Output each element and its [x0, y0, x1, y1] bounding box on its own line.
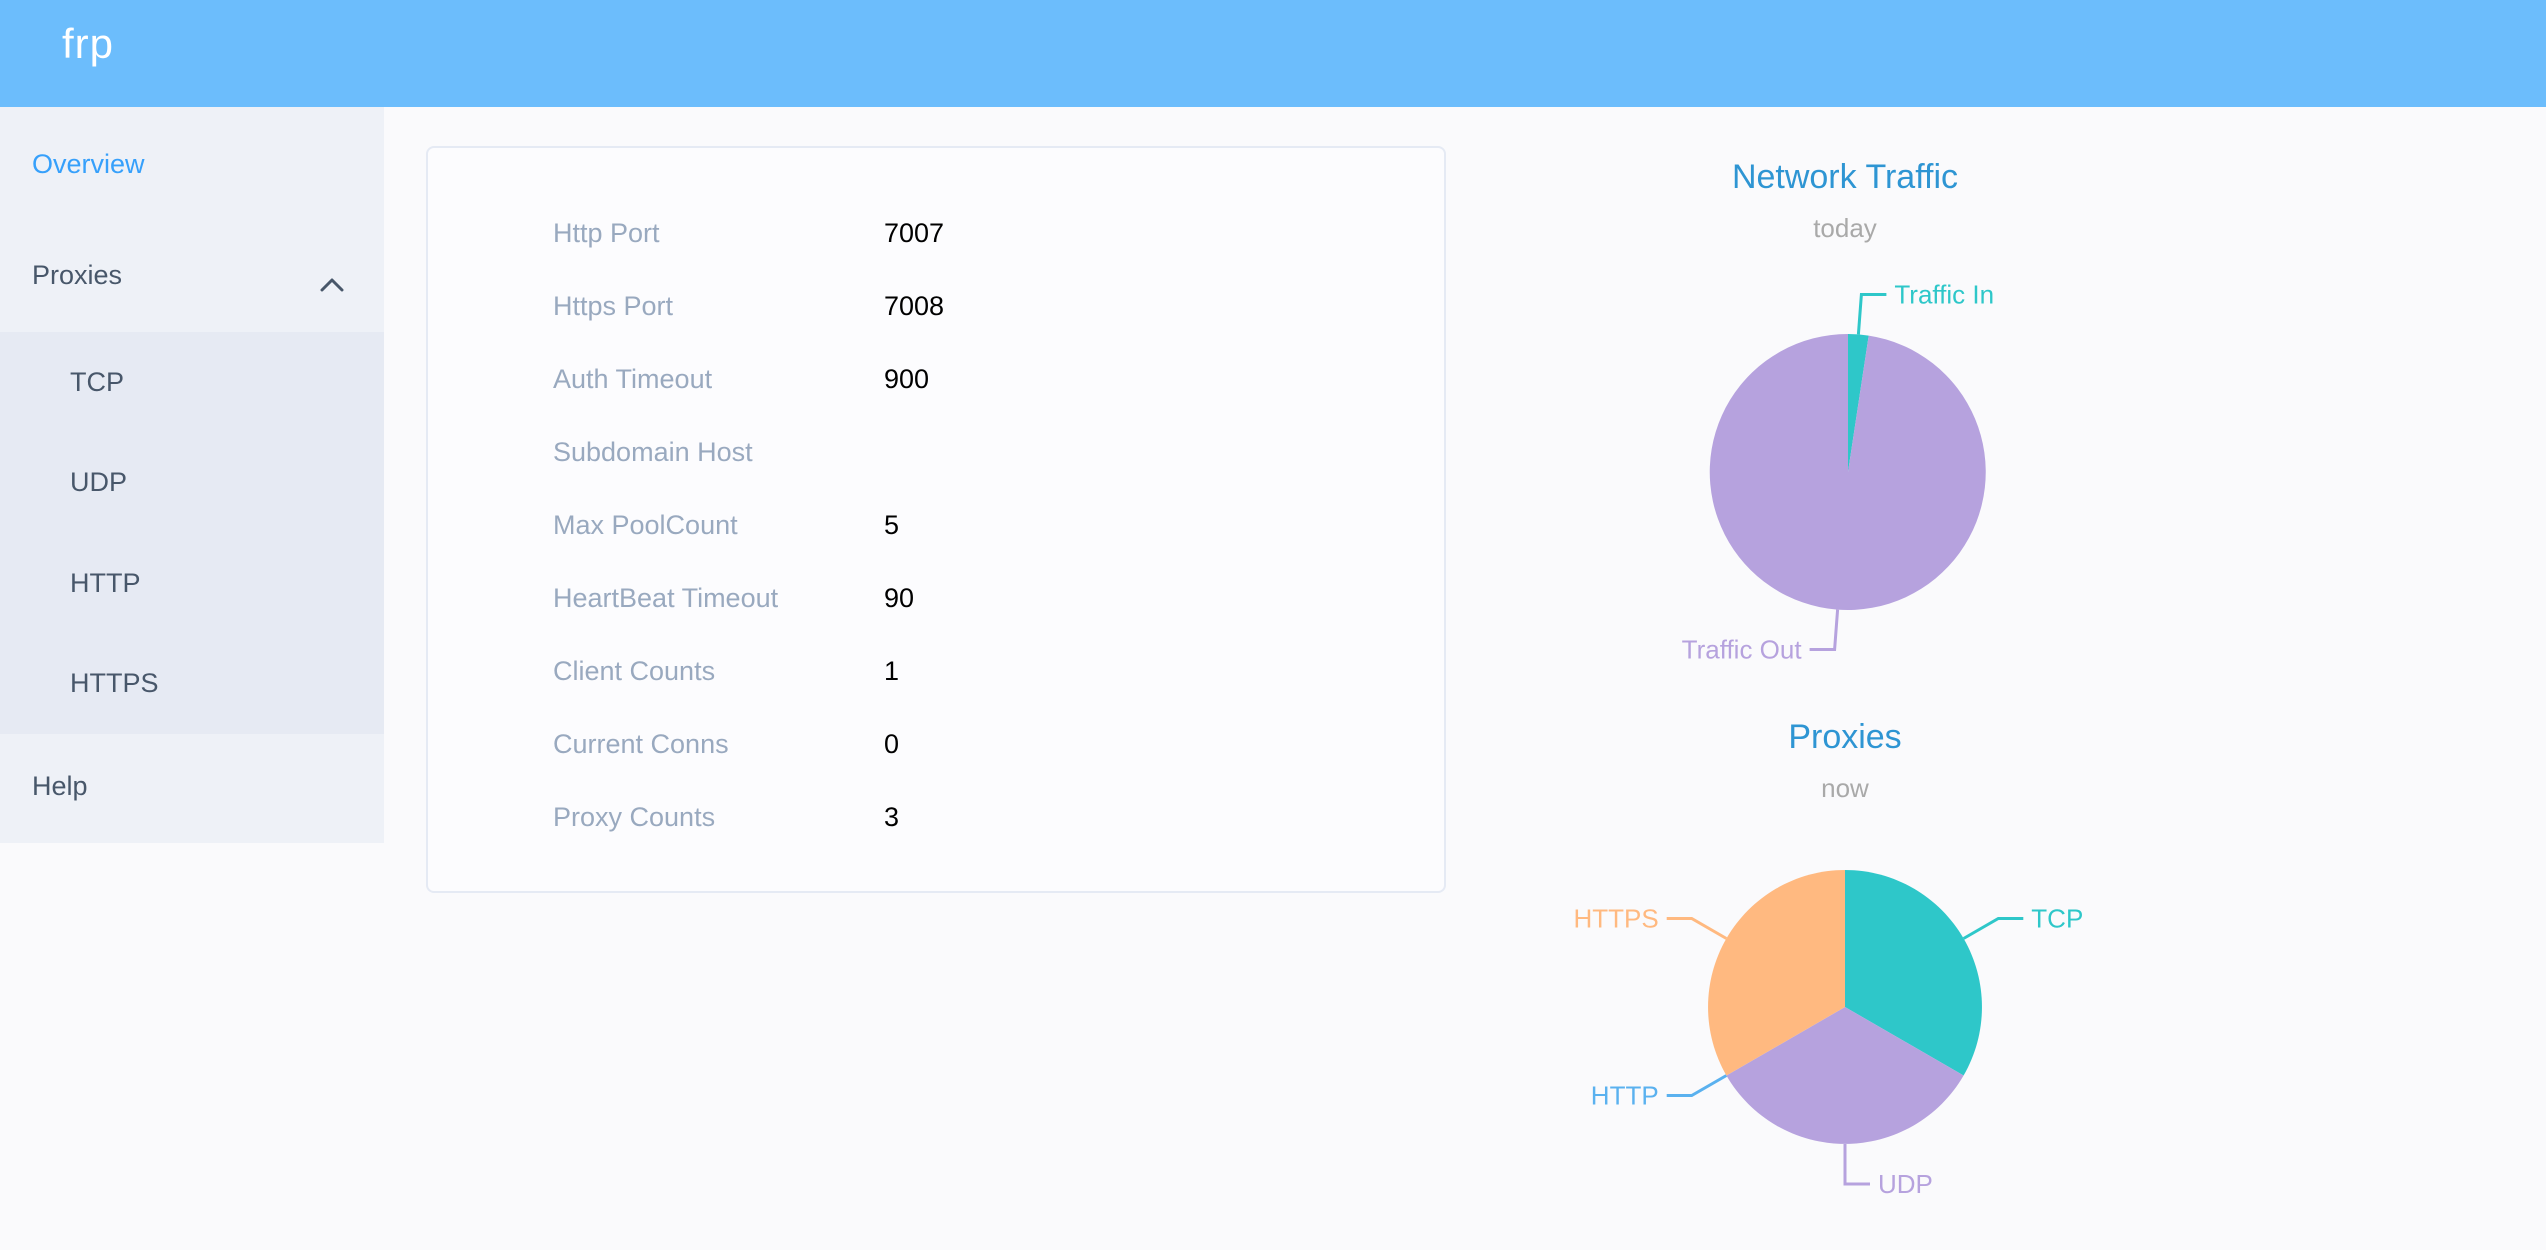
info-row-current-conns: Current Conns 0 — [428, 708, 1444, 781]
pie-label-line-udp — [1843, 1144, 1870, 1186]
info-row-subdomain-host: Subdomain Host — [428, 416, 1444, 489]
sidebar-item-https[interactable]: HTTPS — [70, 668, 159, 699]
info-row-value: 0 — [884, 729, 900, 759]
info-row-label: Subdomain Host — [553, 437, 753, 467]
info-row-label: Auth Timeout — [553, 364, 713, 394]
chart-subtitle: now — [1821, 773, 1869, 803]
sidebar: Overview Proxies TCP UDP HTTP HTTPS Help — [0, 107, 384, 843]
pie-slice-tcp[interactable] — [1845, 870, 1982, 1076]
pie-label-line-http — [1666, 1074, 1728, 1097]
info-row-value: 7007 — [884, 218, 945, 248]
pie-slice-https[interactable] — [1708, 870, 1845, 1076]
sidebar-item-udp[interactable]: UDP — [70, 467, 128, 498]
app-header: frp — [0, 0, 2546, 107]
chart-title: Network Traffic — [1731, 158, 1959, 196]
network-traffic-chart: Network Traffic today Traffic In Traffic Ou… — [1520, 130, 2170, 690]
proxies-pie: TCP UDP HTTP HTTPS — [1573, 870, 2083, 1199]
network-traffic-pie: Traffic In Traffic Out — [1682, 280, 1994, 665]
pie-slice-udp[interactable] — [1726, 1007, 1964, 1144]
info-row-https-port: Https Port 7008 — [428, 270, 1444, 343]
pie-slice-traffic-in[interactable] — [1848, 334, 1869, 472]
info-row-client-counts: Client Counts 1 — [428, 635, 1444, 708]
pie-label-traffic-out: Traffic Out — [1682, 635, 1803, 665]
info-row-value: 1 — [884, 656, 900, 686]
pie-label-udp: UDP — [1878, 1169, 1933, 1199]
info-row-label: HeartBeat Timeout — [553, 583, 779, 613]
sidebar-item-label: Help — [32, 771, 88, 801]
server-info-rows: Http Port 7007 Https Port 7008 Auth Timeout 9… — [428, 197, 1444, 854]
info-row-value: 3 — [884, 802, 900, 832]
info-row-value: 900 — [884, 364, 930, 394]
info-row-auth-timeout: Auth Timeout 900 — [428, 343, 1444, 416]
chevron-up-icon — [320, 268, 344, 291]
pie-label-http: HTTP — [1591, 1081, 1659, 1111]
sidebar-item-label: Proxies — [32, 260, 123, 290]
app-logo: frp — [62, 20, 115, 67]
pie-label-line-traffic-in — [1856, 293, 1887, 335]
info-row-label: Proxy Counts — [553, 802, 716, 832]
sidebar-item-http[interactable]: HTTP — [70, 567, 141, 598]
pie-label-https: HTTPS — [1573, 904, 1658, 934]
info-row-label: Max PoolCount — [553, 510, 738, 540]
chart-title: Proxies — [1788, 718, 1902, 756]
server-info-card: Http Port 7007 Https Port 7008 Auth Timeout 9… — [426, 146, 1446, 893]
info-row-heartbeat-timeout: HeartBeat Timeout 90 — [428, 562, 1444, 635]
sidebar-item-overview[interactable]: Overview — [0, 119, 384, 210]
pie-label-line-traffic-out — [1809, 609, 1840, 651]
sidebar-item-label: Overview — [32, 149, 145, 179]
pie-slice-traffic-out[interactable] — [1709, 333, 1986, 610]
pie-label-line-tcp — [1962, 917, 2024, 940]
pie-label-line-https — [1666, 917, 1728, 940]
info-row-label: Current Conns — [553, 729, 729, 759]
info-row-label: Http Port — [553, 218, 660, 248]
chart-subtitle: today — [1813, 213, 1877, 243]
pie-label-traffic-in: Traffic In — [1894, 280, 1994, 310]
sidebar-item-help[interactable]: Help — [0, 741, 384, 832]
info-row-label: Https Port — [553, 291, 674, 321]
info-row-value: 5 — [884, 510, 900, 540]
pie-label-tcp: TCP — [2031, 904, 2083, 934]
sidebar-item-proxies[interactable]: Proxies — [0, 230, 384, 321]
info-row-label: Client Counts — [553, 656, 716, 686]
proxies-chart: Proxies now TCP UDP HTTP HTTPS — [1520, 690, 2170, 1250]
info-row-max-poolcount: Max PoolCount 5 — [428, 489, 1444, 562]
info-row-value: 7008 — [884, 291, 945, 321]
info-row-value: 90 — [884, 583, 915, 613]
sidebar-item-tcp[interactable]: TCP — [70, 366, 124, 397]
info-row-http-port: Http Port 7007 — [428, 197, 1444, 270]
proxies-submenu: TCP UDP HTTP HTTPS — [0, 332, 384, 734]
info-row-proxy-counts: Proxy Counts 3 — [428, 781, 1444, 854]
